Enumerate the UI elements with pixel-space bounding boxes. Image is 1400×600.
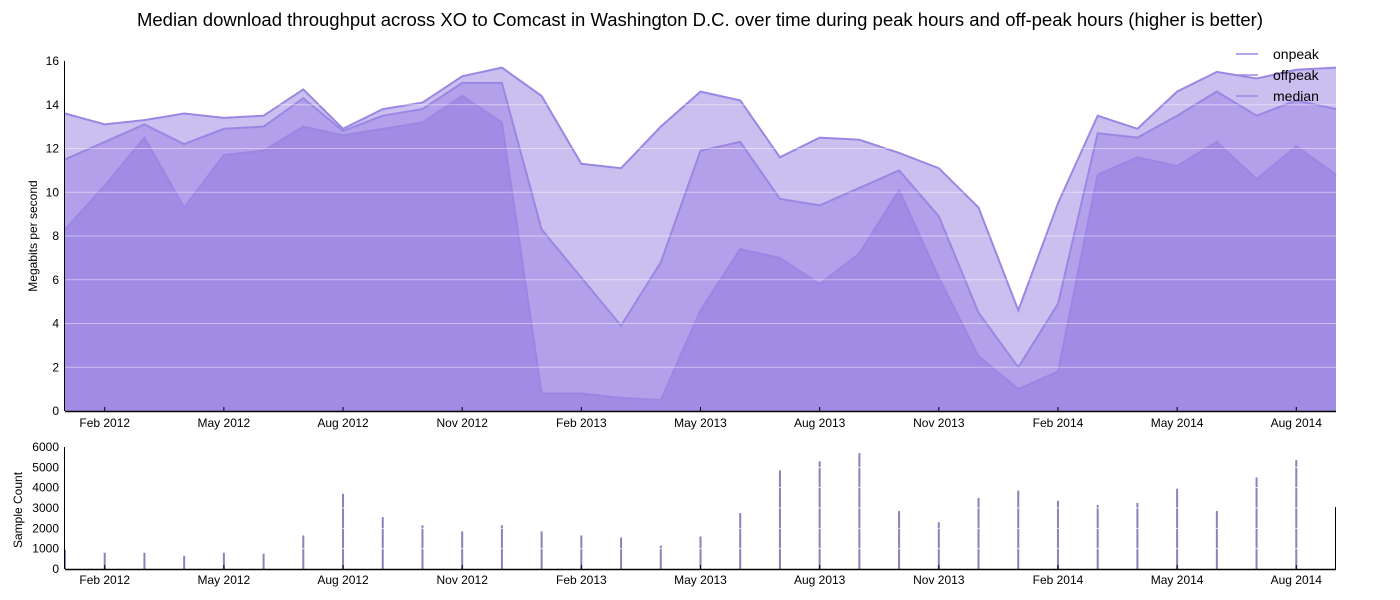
bottom-chart-y-axis-label: Sample Count bbox=[11, 471, 25, 548]
bottom-y-tick-label: 6000 bbox=[32, 440, 59, 454]
top-chart-y-axis-label: Megabits per second bbox=[26, 180, 40, 291]
sample-count-bar bbox=[778, 470, 781, 569]
bottom-chart-y-ticks: 0 1000 2000 3000 4000 5000 6000 bbox=[32, 440, 59, 576]
sample-count-bar bbox=[302, 535, 305, 569]
bottom-y-tick-label: 2000 bbox=[32, 521, 59, 535]
sample-count-bar bbox=[818, 461, 821, 569]
area-onpeak bbox=[65, 96, 1336, 411]
sample-count-bar bbox=[222, 552, 225, 569]
sample-count-bar bbox=[898, 511, 901, 569]
chart-legend: onpeak offpeak median bbox=[1236, 46, 1320, 104]
sample-count-bar bbox=[143, 552, 146, 569]
top-chart-gridlines bbox=[65, 60, 1336, 368]
top-chart-x-ticks: Feb 2012 May 2012 Aug 2012 Nov 2012 Feb 2013… bbox=[79, 407, 1322, 430]
bottom-y-tick-label: 1000 bbox=[32, 542, 59, 556]
line-offpeak bbox=[64, 66, 1337, 314]
sample-count-bar bbox=[977, 497, 980, 569]
top-x-tick-label: Feb 2013 bbox=[556, 416, 607, 430]
top-y-tick-label: 4 bbox=[52, 317, 59, 331]
sample-count-bar bbox=[1096, 504, 1099, 569]
top-x-tick-label: Nov 2013 bbox=[913, 416, 965, 430]
sample-count-bar bbox=[937, 522, 940, 569]
bottom-x-tick-label: Aug 2013 bbox=[794, 573, 846, 587]
sample-count-bar bbox=[1017, 490, 1020, 569]
bottom-x-tick-label: Aug 2014 bbox=[1271, 573, 1323, 587]
top-x-tick-label: May 2012 bbox=[198, 416, 251, 430]
sample-count-bar bbox=[739, 513, 742, 569]
sample-count-bar bbox=[620, 537, 623, 569]
top-chart-y-ticks: 0 2 4 6 8 10 12 14 16 bbox=[46, 54, 60, 418]
line-onpeak bbox=[64, 94, 1337, 402]
top-x-tick-label: Aug 2012 bbox=[317, 416, 369, 430]
bottom-chart-gridlines bbox=[65, 446, 1336, 550]
bottom-chart-bars bbox=[64, 453, 1298, 569]
legend-label-median: median bbox=[1273, 88, 1319, 104]
sample-count-bar bbox=[342, 493, 345, 569]
bottom-x-tick-label: May 2014 bbox=[1151, 573, 1204, 587]
bottom-x-tick-label: Feb 2012 bbox=[79, 573, 130, 587]
top-y-tick-label: 0 bbox=[52, 404, 59, 418]
bottom-x-tick-label: Nov 2013 bbox=[913, 573, 965, 587]
sample-count-bar bbox=[699, 536, 702, 569]
bottom-x-tick-label: May 2013 bbox=[674, 573, 727, 587]
top-y-tick-label: 6 bbox=[52, 273, 59, 287]
sample-count-bar bbox=[1215, 511, 1218, 569]
bottom-y-tick-label: 5000 bbox=[32, 460, 59, 474]
sample-count-bar bbox=[421, 525, 424, 569]
bottom-chart-x-ticks: Feb 2012 May 2012 Aug 2012 Nov 2012 Feb 2013… bbox=[79, 565, 1322, 587]
sample-count-bar bbox=[858, 453, 861, 569]
top-x-tick-label: Aug 2013 bbox=[794, 416, 846, 430]
sample-count-bar bbox=[500, 525, 503, 569]
top-x-tick-label: Aug 2014 bbox=[1271, 416, 1323, 430]
top-x-tick-label: Nov 2012 bbox=[437, 416, 489, 430]
bottom-chart-axes bbox=[64, 447, 1336, 571]
chart-title: Median download throughput across XO to … bbox=[136, 9, 1263, 30]
top-chart-axes bbox=[64, 61, 1336, 413]
top-x-tick-label: May 2013 bbox=[674, 416, 727, 430]
bottom-y-tick-label: 3000 bbox=[32, 501, 59, 515]
sample-count-bar bbox=[1056, 500, 1059, 569]
line-median bbox=[64, 81, 1337, 370]
bottom-x-tick-label: May 2012 bbox=[198, 573, 251, 587]
sample-count-bar bbox=[381, 517, 384, 569]
sample-count-bar bbox=[1295, 460, 1298, 569]
top-y-tick-label: 8 bbox=[52, 229, 59, 243]
bottom-x-tick-label: Aug 2012 bbox=[317, 573, 369, 587]
top-y-tick-label: 10 bbox=[46, 185, 60, 199]
top-y-tick-label: 14 bbox=[46, 98, 60, 112]
top-x-tick-label: Feb 2014 bbox=[1033, 416, 1084, 430]
sample-count-bar bbox=[1176, 488, 1179, 569]
sample-count-bar bbox=[540, 531, 543, 569]
sample-count-bar bbox=[1255, 477, 1258, 569]
legend-label-onpeak: onpeak bbox=[1273, 46, 1320, 62]
top-y-tick-label: 12 bbox=[46, 142, 60, 156]
top-x-tick-label: May 2014 bbox=[1151, 416, 1204, 430]
bottom-x-tick-label: Feb 2014 bbox=[1033, 573, 1084, 587]
top-x-tick-label: Feb 2012 bbox=[79, 416, 130, 430]
sample-count-bar bbox=[183, 555, 186, 569]
top-y-tick-label: 16 bbox=[46, 54, 60, 68]
top-chart-lines bbox=[64, 66, 1337, 402]
sample-count-bar bbox=[262, 553, 265, 569]
sample-count-bar bbox=[461, 531, 464, 569]
legend-label-offpeak: offpeak bbox=[1273, 67, 1320, 83]
top-chart-areas bbox=[65, 67, 1336, 412]
sample-count-bar bbox=[103, 552, 106, 569]
sample-count-bar bbox=[659, 545, 662, 569]
bottom-y-tick-label: 4000 bbox=[32, 481, 59, 495]
sample-count-bar bbox=[1136, 502, 1139, 569]
bottom-y-tick-label: 0 bbox=[52, 562, 59, 576]
top-y-tick-label: 2 bbox=[52, 360, 59, 374]
sample-count-bar bbox=[580, 535, 583, 569]
bottom-x-tick-label: Feb 2013 bbox=[556, 573, 607, 587]
bottom-x-tick-label: Nov 2012 bbox=[437, 573, 489, 587]
